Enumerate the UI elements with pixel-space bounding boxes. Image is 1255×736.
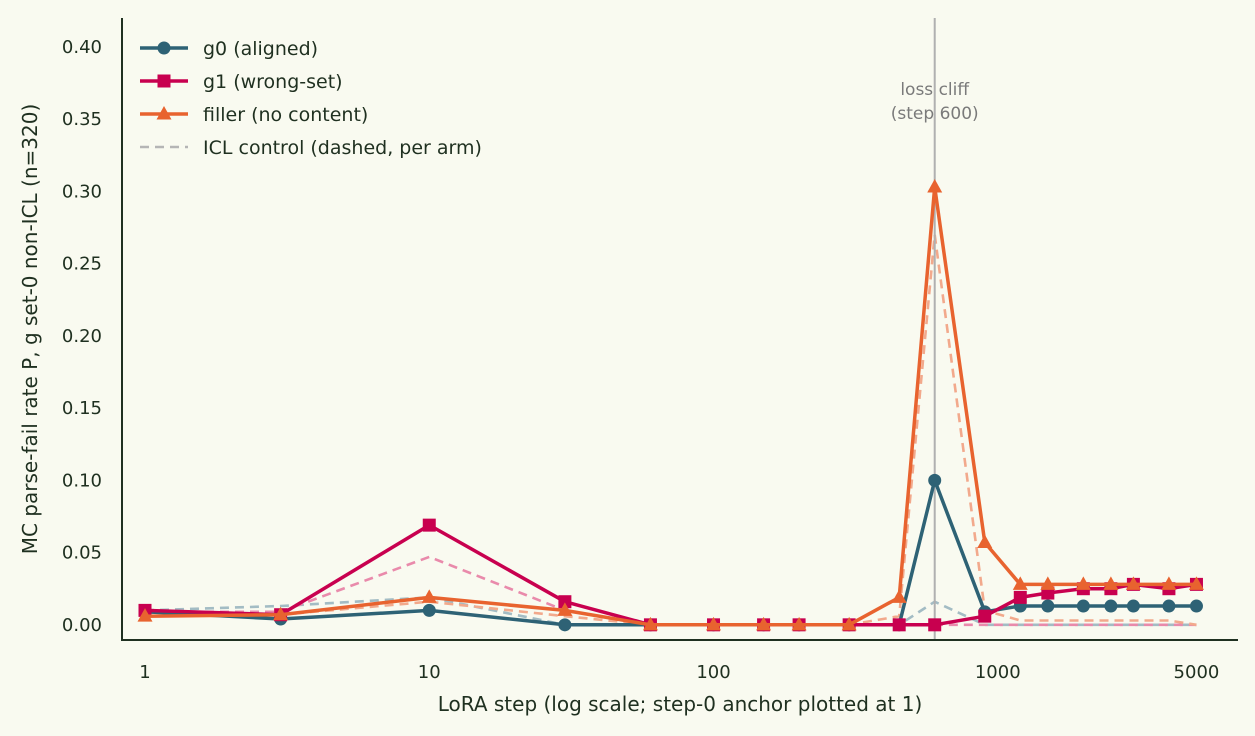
data-point-g0: [1162, 599, 1176, 613]
data-point-filler: [273, 606, 289, 621]
y-tick-label: 0.20: [62, 326, 102, 347]
data-point-g0: [1076, 599, 1090, 613]
data-point-filler: [1161, 576, 1177, 590]
y-tick-label: 0.35: [62, 109, 102, 130]
data-point-g0: [928, 473, 942, 487]
data-point-filler: [841, 616, 857, 631]
data-point-g1: [978, 609, 992, 623]
legend-label-filler: filler (no content): [203, 104, 368, 126]
data-point-filler: [1012, 576, 1028, 590]
loss-cliff-label-line2: (step 600): [891, 104, 979, 124]
legend-marker-g0: [157, 41, 171, 55]
data-point-g0: [422, 603, 436, 617]
data-point-g1: [1013, 590, 1027, 604]
legend-label-g0: g0 (aligned): [203, 38, 318, 60]
legend-label-icl: ICL control (dashed, per arm): [203, 137, 482, 159]
y-tick-label: 0.05: [62, 543, 102, 564]
data-point-filler: [557, 602, 573, 616]
y-axis-label: MC parse-fail rate P, g set-0 non-ICL (n…: [18, 104, 42, 555]
y-tick-label: 0.30: [62, 181, 102, 202]
icl-line-filler: [144, 234, 1197, 627]
x-tick-label: 1: [139, 662, 150, 683]
icl-line-g1: [145, 555, 1197, 627]
data-point-g1: [422, 518, 436, 532]
data-point-g1: [928, 618, 942, 632]
legend-marker-filler: [156, 106, 172, 120]
data-point-g0: [1104, 599, 1118, 613]
data-point-filler: [1040, 576, 1056, 590]
data-point-filler: [791, 616, 807, 631]
data-point-filler: [891, 589, 907, 603]
data-point-g0: [558, 618, 572, 632]
data-point-filler: [642, 616, 658, 631]
data-point-filler: [706, 616, 722, 631]
x-tick-label: 10: [418, 662, 441, 683]
series-line-filler: [144, 185, 1197, 627]
series-lines: [137, 179, 1204, 632]
data-point-g0: [1126, 599, 1140, 613]
y-tick-label: 0.40: [62, 37, 102, 58]
legend-label-g1: g1 (wrong-set): [203, 71, 343, 93]
data-point-g0: [1189, 599, 1203, 613]
y-tick-label: 0.15: [62, 398, 102, 419]
data-point-g1: [558, 595, 572, 609]
axes: 0.00 0.05 0.10 0.15 0.20 0.25 0.30 0.35 0.40 1 10 1…: [62, 18, 1238, 683]
y-tick-label: 0.00: [62, 615, 102, 636]
y-tick-label: 0.25: [62, 254, 102, 275]
data-point-filler: [977, 534, 993, 548]
data-point-filler: [927, 179, 943, 193]
x-tick-label: 5000: [1174, 662, 1220, 683]
data-point-filler: [1075, 576, 1091, 590]
data-point-filler: [137, 608, 153, 622]
y-tick-label: 0.10: [62, 470, 102, 491]
x-axis-label: LoRA step (log scale; step-0 anchor plot…: [438, 692, 923, 716]
data-point-filler: [756, 616, 772, 631]
icl-control-lines: [144, 234, 1197, 627]
x-tick-label: 1000: [975, 662, 1021, 683]
x-tick-label: 100: [696, 662, 730, 683]
data-point-filler: [1188, 576, 1204, 590]
loss-cliff-label-line1: loss cliff: [900, 80, 970, 100]
legend: g0 (aligned) g1 (wrong-set) filler (no c…: [140, 38, 482, 159]
data-point-g0: [1041, 599, 1055, 613]
data-point-filler: [1103, 576, 1119, 590]
data-point-filler: [421, 589, 437, 603]
data-point-g1: [892, 618, 906, 632]
data-point-filler: [1125, 576, 1141, 590]
legend-marker-g1: [157, 74, 171, 88]
series-line-g1: [144, 523, 1197, 627]
